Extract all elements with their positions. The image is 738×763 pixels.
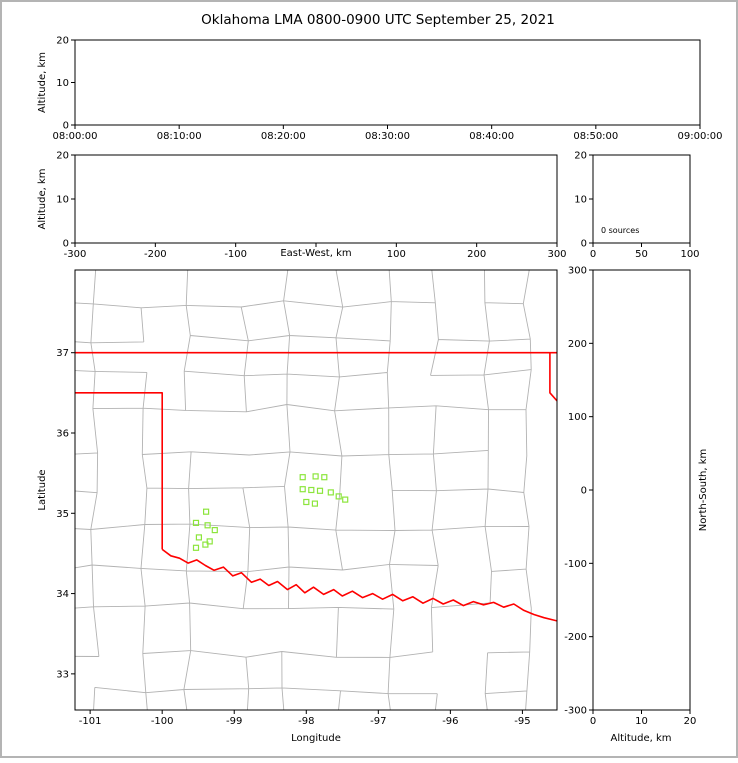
hist-tick-label: 0 [590,249,596,260]
latitude-tick-label: 36 [56,428,69,439]
lma-station-marker [342,496,349,503]
time-tick-label: 08:00:00 [53,131,98,142]
ns-panel-xlabel: Altitude, km [611,733,672,744]
lma-station-marker [299,486,306,493]
lma-station-marker [327,489,334,496]
source-count-annotation: 0 sources [601,226,639,235]
hist-tick-label: 100 [680,249,699,260]
map-xlabel: Longitude [291,733,341,744]
figure-title: Oklahoma LMA 0800-0900 UTC September 25,… [201,12,555,28]
ns-tick-label: -300 [564,706,587,717]
longitude-tick-label: -99 [226,716,242,727]
lma-station-marker [192,544,200,551]
longitude-tick-label: -98 [298,716,314,727]
longitude-tick-label: -95 [514,716,530,727]
longitude-tick-label: -97 [370,716,386,727]
chart-layers: 08:00:00 08:10:00 08:20:00 08:30:00 08:40:00… [53,36,723,728]
altitude-tick-label: 10 [574,195,587,206]
altitude-tick-label: 0 [581,239,587,250]
lma-station-marker [202,541,209,548]
oklahoma-state-border [75,392,163,550]
latitude-tick-label: 37 [56,348,69,359]
ns-tick-label: 100 [568,412,587,423]
time-panel-ylabel: Altitude, km [37,52,48,113]
time-tick-label: 08:40:00 [469,131,514,142]
ew-tick-label: -200 [144,249,167,260]
altitude-tick-label: 10 [56,195,69,206]
longitude-tick-label: -96 [442,716,458,727]
county-boundaries [75,270,532,710]
ew-tick-label: 200 [467,249,486,260]
altitude-tick-label: 20 [574,151,587,162]
lma-station-marker [321,474,328,481]
ns-panel-ylabel: North-South, km [698,449,709,532]
time-tick-label: 08:20:00 [261,131,306,142]
lma-station-marker [308,486,315,494]
ns-tick-label: -100 [564,559,587,570]
altitude-tick-label: 0 [63,239,69,250]
time-tick-label: 09:00:00 [678,131,723,142]
ns-tick-label: -200 [564,632,587,643]
ns-tick-label: 0 [581,486,587,497]
latitude-tick-label: 34 [56,589,69,600]
ew-panel-xlabel: East-West, km [280,248,351,259]
lma-station-marker [312,473,319,480]
time-tick-label: 08:30:00 [365,131,410,142]
lma-station-marker [204,522,211,529]
ew-tick-label: 100 [387,249,406,260]
lma-station-marker [299,474,306,481]
lma-station-marker [335,493,342,500]
latitude-tick-label: 33 [56,669,69,680]
altitude-tick-label: 20 [56,36,69,47]
lma-station-marker [211,526,218,534]
lma-station-marker [311,500,318,507]
ns-alt-tick-label: 0 [590,716,596,727]
ns-alt-tick-label: 20 [684,716,697,727]
oklahoma-state-border [161,548,557,622]
ns-alt-tick-label: 10 [635,716,648,727]
lma-station-marker [303,498,310,506]
ns-tick-label: 200 [568,339,587,350]
altitude-tick-label: 0 [63,121,69,132]
lma-station-marker [316,487,324,494]
ns-tick-label: 300 [568,266,587,277]
lma-station-marker [203,508,210,515]
hist-tick-label: 50 [635,249,648,260]
longitude-tick-label: -100 [151,716,174,727]
ew-panel-ylabel: Altitude, km [37,169,48,230]
ew-tick-label: -300 [64,249,87,260]
ew-tick-label: -100 [224,249,247,260]
map-content [75,270,557,710]
time-tick-label: 08:10:00 [157,131,202,142]
lma-station-marker [192,519,200,527]
map-ylabel: Latitude [37,469,48,510]
lma-station-marker [206,538,213,545]
ew-tick-label: 300 [547,249,566,260]
altitude-tick-label: 10 [56,78,69,89]
altitude-tick-label: 20 [56,151,69,162]
latitude-tick-label: 35 [56,509,69,520]
panel-border-map [74,269,558,711]
time-tick-label: 08:50:00 [573,131,618,142]
lma-station-marker [195,534,202,541]
oklahoma-state-border [549,352,557,402]
longitude-tick-label: -101 [79,716,102,727]
